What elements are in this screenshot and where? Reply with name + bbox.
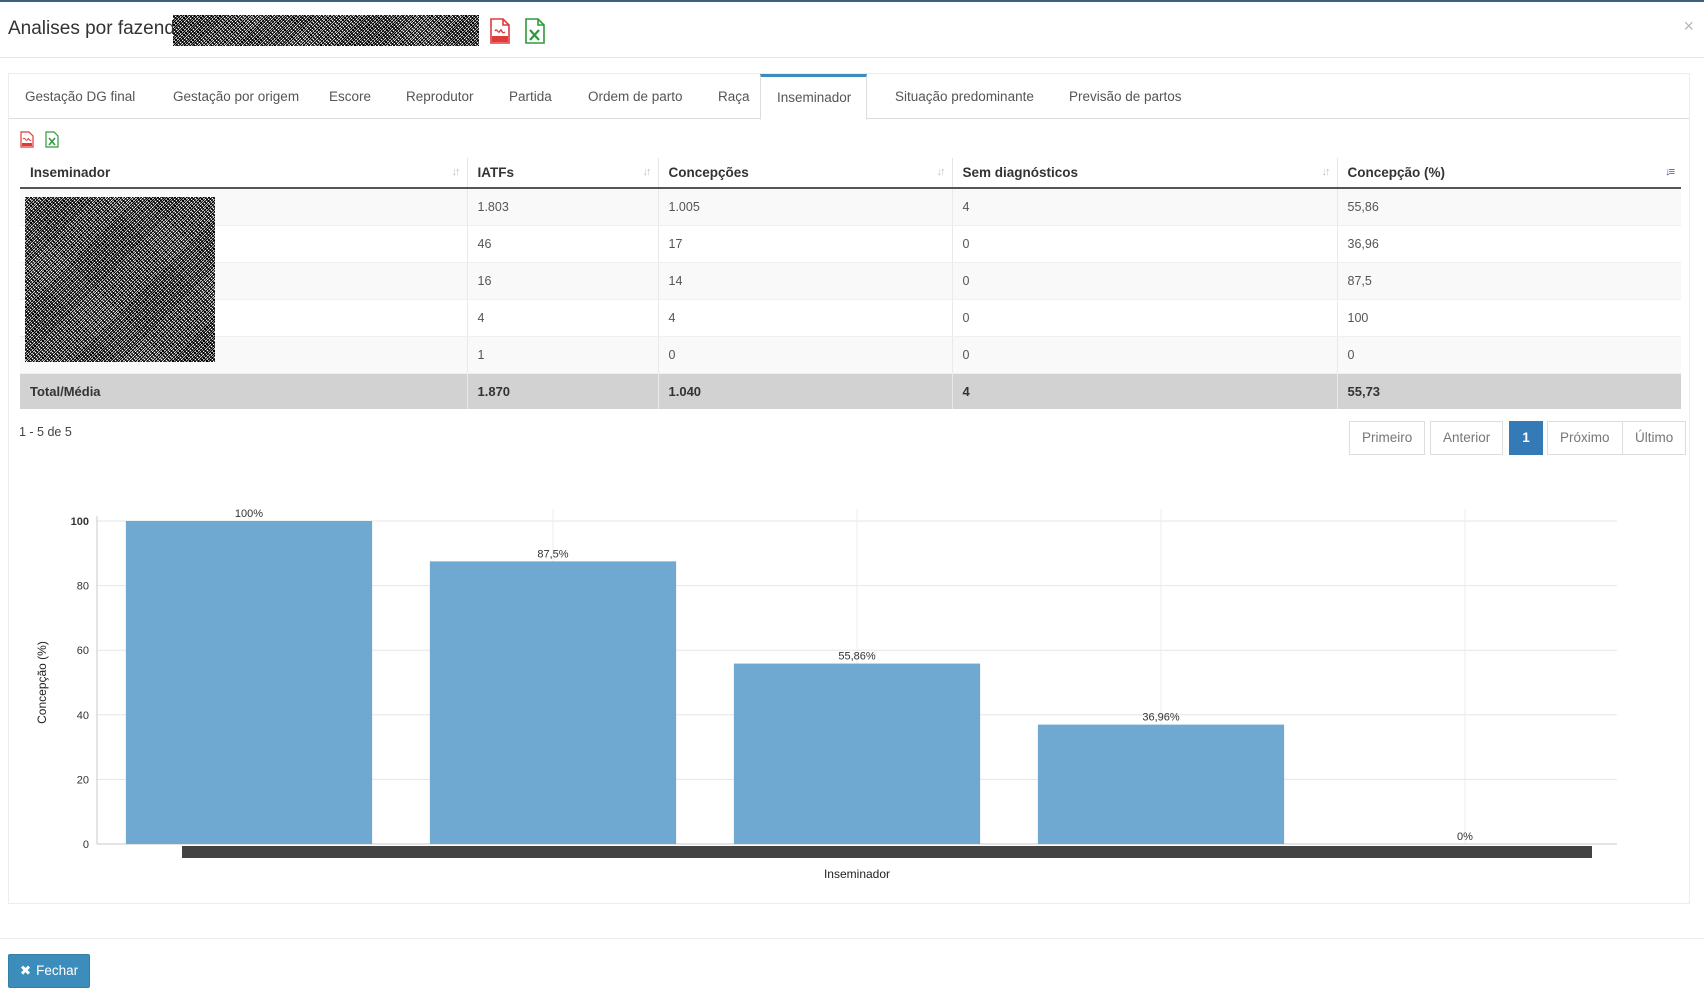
total-iatfs: 1.870 — [466, 373, 658, 409]
sort-icon[interactable]: ↓↑ — [936, 166, 946, 178]
close-button-label: Fechar — [36, 963, 79, 978]
chart-bar — [1037, 724, 1285, 844]
tab-previsao-de-partos[interactable]: Previsão de partos — [1069, 89, 1182, 104]
sort-icon[interactable]: ↓↑ — [1321, 166, 1331, 178]
total-sem-diagnosticos: 4 — [951, 373, 1337, 409]
total-concepcoes: 1.040 — [657, 373, 952, 409]
tab-escore[interactable]: Escore — [329, 89, 372, 104]
table-header-row: Inseminador ↓↑ IATFs ↓↑ Concepções ↓↑ Sem d… — [20, 158, 1681, 189]
farm-name-redacted — [173, 15, 479, 46]
sort-icon[interactable]: ↓↑ — [642, 166, 652, 178]
y-tick-label: 40 — [77, 710, 89, 722]
y-tick-label: 60 — [77, 645, 89, 657]
column-header-sem-diagnosticos[interactable]: Sem diagnósticos ↓↑ — [951, 158, 1337, 189]
sort-desc-icon[interactable]: ↓≡ — [1665, 166, 1675, 178]
table-total-row: Total/Média 1.870 1.040 4 55,73 — [20, 373, 1681, 409]
close-button[interactable]: ✖ Fechar — [8, 954, 90, 988]
table-row[interactable]: 46 17 0 36,96 — [20, 225, 1681, 263]
total-label: Total/Média — [20, 373, 467, 409]
record-count: 1 - 5 de 5 — [19, 425, 72, 439]
tab-situacao-predominante[interactable]: Situação predominante — [895, 89, 1034, 104]
chart-bar — [125, 521, 373, 844]
cell-concepcao-pct: 55,86 — [1336, 188, 1681, 226]
pagination: Primeiro Anterior 1 Próximo Último — [1349, 421, 1689, 455]
bar-data-label: 0% — [1457, 831, 1473, 843]
cell-concepcao-pct: 36,96 — [1336, 225, 1681, 263]
chart-svg: 0 20 40 60 80 100 100% 87,5% 55,86% 36,96% 0% Insem… — [35, 508, 1617, 881]
tab-gestacao-dg-final[interactable]: Gestação DG final — [25, 89, 136, 104]
x-axis-title: Inseminador — [824, 867, 890, 881]
inseminador-table: Inseminador ↓↑ IATFs ↓↑ Concepções ↓↑ Sem d… — [20, 158, 1681, 409]
cell-sem-diagnosticos: 0 — [951, 225, 1337, 263]
pagination-first-button[interactable]: Primeiro — [1349, 421, 1426, 455]
column-header-inseminador[interactable]: Inseminador ↓↑ — [20, 158, 467, 189]
table-row[interactable]: 1 0 0 0 — [20, 336, 1681, 374]
cell-concepcao-pct: 100 — [1336, 299, 1681, 337]
y-tick-label: 20 — [77, 774, 89, 786]
tab-raca[interactable]: Raça — [718, 89, 750, 104]
y-tick-label: 80 — [77, 581, 89, 593]
cell-iatfs: 1 — [466, 336, 658, 374]
pagination-prev-button[interactable]: Anterior — [1430, 421, 1504, 455]
column-header-iatfs[interactable]: IATFs ↓↑ — [466, 158, 658, 189]
close-icon[interactable]: × — [1683, 16, 1694, 36]
tab-partida[interactable]: Partida — [509, 89, 552, 104]
cell-sem-diagnosticos: 0 — [951, 262, 1337, 300]
concepcao-bar-chart: 0 20 40 60 80 100 100% 87,5% 55,86% 36,96% 0% Insem… — [19, 469, 1679, 899]
cell-concepcao-pct: 0 — [1336, 336, 1681, 374]
table-row[interactable]: 4 4 0 100 — [20, 299, 1681, 337]
chart-bar — [733, 663, 981, 844]
cell-iatfs: 46 — [466, 225, 658, 263]
column-header-concepcao-pct[interactable]: Concepção (%) ↓≡ — [1336, 158, 1681, 189]
inseminador-names-redacted — [25, 197, 215, 362]
cell-concepcoes: 1.005 — [657, 188, 952, 226]
pagination-next-button[interactable]: Próximo — [1547, 421, 1623, 455]
cell-concepcoes: 4 — [657, 299, 952, 337]
cell-concepcoes: 14 — [657, 262, 952, 300]
cell-sem-diagnosticos: 4 — [951, 188, 1337, 226]
file-excel-icon[interactable] — [45, 131, 59, 148]
modal-header: Analises por fazendas × — [0, 2, 1704, 58]
pagination-page-1-button[interactable]: 1 — [1509, 421, 1543, 455]
column-header-concepcoes[interactable]: Concepções ↓↑ — [657, 158, 952, 189]
cell-concepcoes: 0 — [657, 336, 952, 374]
y-axis-title: Concepção (%) — [35, 641, 49, 724]
tab-gestacao-por-origem[interactable]: Gestação por origem — [173, 89, 300, 104]
footer-divider — [0, 938, 1704, 939]
tab-bar: Gestação DG final Gestação por origem Es… — [9, 74, 1689, 120]
top-accent-rule — [0, 0, 1704, 2]
total-concepcao-pct: 55,73 — [1336, 373, 1681, 409]
file-pdf-icon[interactable] — [20, 131, 34, 148]
sort-icon[interactable]: ↓↑ — [451, 166, 461, 178]
tab-reprodutor[interactable]: Reprodutor — [406, 89, 474, 104]
x-category-labels-redacted — [182, 846, 1592, 858]
file-pdf-icon[interactable] — [489, 18, 511, 44]
y-tick-label: 100 — [71, 516, 89, 528]
bar-data-label: 36,96% — [1142, 712, 1180, 724]
times-icon: ✖ — [19, 963, 32, 978]
cell-concepcoes: 17 — [657, 225, 952, 263]
content-panel: Gestação DG final Gestação por origem Es… — [8, 73, 1690, 904]
modal-title: Analises por fazendas — [8, 18, 195, 39]
table-row[interactable]: 16 14 0 87,5 — [20, 262, 1681, 300]
pagination-last-button[interactable]: Último — [1622, 421, 1687, 455]
bar-data-label: 87,5% — [537, 548, 568, 560]
cell-sem-diagnosticos: 0 — [951, 336, 1337, 374]
tab-ordem-de-parto[interactable]: Ordem de parto — [588, 89, 683, 104]
tab-inseminador[interactable]: Inseminador — [760, 74, 867, 120]
bar-data-label: 100% — [235, 508, 263, 520]
cell-iatfs: 16 — [466, 262, 658, 300]
cell-sem-diagnosticos: 0 — [951, 299, 1337, 337]
y-tick-label: 0 — [83, 839, 89, 851]
chart-bar — [429, 561, 677, 844]
cell-concepcao-pct: 87,5 — [1336, 262, 1681, 300]
file-excel-icon[interactable] — [524, 18, 546, 44]
cell-iatfs: 4 — [466, 299, 658, 337]
bar-data-label: 55,86% — [838, 651, 876, 663]
cell-iatfs: 1.803 — [466, 188, 658, 226]
table-row[interactable]: 1.803 1.005 4 55,86 — [20, 188, 1681, 226]
